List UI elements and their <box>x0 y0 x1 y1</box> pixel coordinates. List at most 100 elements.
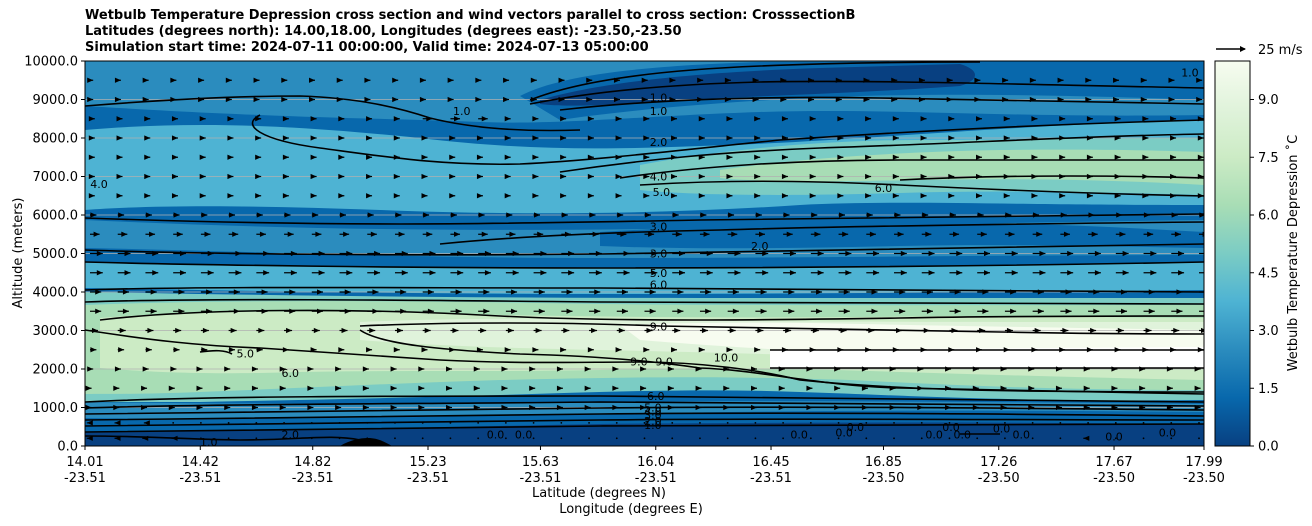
wind-vector <box>945 385 952 391</box>
wind-vector <box>251 404 258 411</box>
wind-vector <box>338 422 341 424</box>
wind-vector <box>948 437 951 440</box>
contour-label: 0.0 <box>942 421 960 434</box>
wind-vector <box>640 366 647 372</box>
wind-vector <box>806 385 813 391</box>
colorbar-tick-label: 0.0 <box>1258 440 1279 455</box>
wind-vector <box>1204 289 1210 294</box>
wind-vector <box>501 385 508 391</box>
wind-vector <box>834 385 841 391</box>
y-tick-label: 2000.0 <box>33 363 79 378</box>
wind-vector <box>362 366 369 372</box>
wind-vector <box>615 437 618 440</box>
wind-vector <box>726 437 729 440</box>
wind-vector <box>1204 309 1210 314</box>
x-tick-label-lat: 16.04 <box>637 455 674 470</box>
x-tick-label-lat: 14.82 <box>294 455 331 470</box>
wind-vector <box>667 385 674 391</box>
wind-vector <box>255 422 258 424</box>
wind-vector <box>196 385 203 391</box>
wind-vector <box>335 404 342 411</box>
wind-vector <box>449 437 452 440</box>
wind-vector <box>778 366 785 372</box>
contour-label: 5.0 <box>644 402 662 415</box>
wind-vector <box>1142 437 1145 440</box>
colorbar-gradient <box>1214 60 1251 447</box>
wind-vector <box>279 404 286 411</box>
wind-vector <box>227 437 230 440</box>
wind-vector <box>754 422 757 424</box>
wind-vector <box>390 404 397 411</box>
x-tick-label-lon: -23.50 <box>978 471 1020 486</box>
contour-label: 6.0 <box>650 278 668 291</box>
wind-vector <box>778 385 785 391</box>
wind-vector <box>421 437 424 440</box>
contour-label: 9.0 <box>630 355 648 368</box>
wind-vector <box>224 366 231 372</box>
wind-vector <box>917 385 924 391</box>
wind-vector <box>1166 404 1173 411</box>
wind-vector <box>584 404 591 411</box>
wind-vector <box>809 422 812 424</box>
contour-label: 9.0 <box>655 355 673 368</box>
wind-vector <box>227 422 230 424</box>
wind-vector <box>972 366 979 372</box>
wind-vector <box>1111 366 1118 372</box>
contour-label: 2.0 <box>751 240 769 253</box>
wind-vector <box>1194 385 1201 391</box>
wind-vector <box>307 404 314 411</box>
wind-vector <box>1000 385 1007 391</box>
wind-vector <box>1166 385 1173 391</box>
contour-label: 0.0 <box>847 421 865 434</box>
wind-vector <box>390 385 397 391</box>
x-tick-label-lat: 17.26 <box>980 455 1017 470</box>
wind-vector <box>1194 366 1201 372</box>
x-tick-label-lat: 14.42 <box>182 455 219 470</box>
x-tick-label-lon: -23.50 <box>863 471 905 486</box>
contour-label: 5.0 <box>237 348 255 361</box>
wind-vectors <box>85 77 1210 441</box>
x-tick-label-lon: -23.51 <box>292 471 334 486</box>
wind-vector <box>473 385 480 391</box>
contour-label: 1.0 <box>200 436 218 449</box>
contour-label: 2.0 <box>650 136 668 149</box>
contour-label: 1.0 <box>1181 67 1199 80</box>
wind-vector <box>948 422 951 424</box>
colorbar-tick-label: 1.5 <box>1258 382 1279 397</box>
x-tick-label-lat: 15.23 <box>409 455 446 470</box>
wind-vector <box>362 385 369 391</box>
colorbar-tick-label: 3.0 <box>1258 324 1279 339</box>
colorbar-ticks: 0.0 1.5 3.0 4.5 6.0 7.5 9.0 <box>1250 93 1279 455</box>
y-tick-label: 3000.0 <box>33 324 79 339</box>
wind-vector <box>972 385 979 391</box>
wind-vector <box>612 366 619 372</box>
wind-vector <box>477 422 480 424</box>
y-tick-label: 1000.0 <box>33 401 79 416</box>
contour-label: 4.0 <box>644 405 662 418</box>
x-axis: 14.01-23.5114.42-23.5114.82-23.5115.23-2… <box>64 446 1225 486</box>
contour-label: 0.0 <box>835 427 853 440</box>
wind-vector <box>532 437 535 440</box>
wind-vector <box>640 404 647 411</box>
wind-vector <box>143 420 150 426</box>
contour-label: 1.0 <box>650 105 668 118</box>
wind-vector <box>723 366 730 372</box>
wind-vector <box>501 404 508 411</box>
wind-vector <box>113 385 120 391</box>
wind-vector <box>504 422 507 424</box>
contour-label: 0.0 <box>1159 427 1177 440</box>
contour-label: 10.0 <box>714 351 739 364</box>
wind-vector <box>723 404 730 411</box>
wind-vector <box>283 422 285 424</box>
wind-vector <box>338 437 341 440</box>
wind-vector <box>1111 404 1118 411</box>
x-tick-label-lon: -23.51 <box>407 471 449 486</box>
wind-vector <box>1083 366 1090 372</box>
wind-vector <box>196 404 203 411</box>
wind-vector <box>1111 385 1118 391</box>
wind-vector <box>141 385 148 391</box>
wind-vector <box>640 385 647 391</box>
wind-vector <box>394 437 396 440</box>
wind-vector <box>307 366 314 372</box>
colorbar-tick-label: 7.5 <box>1258 151 1279 166</box>
